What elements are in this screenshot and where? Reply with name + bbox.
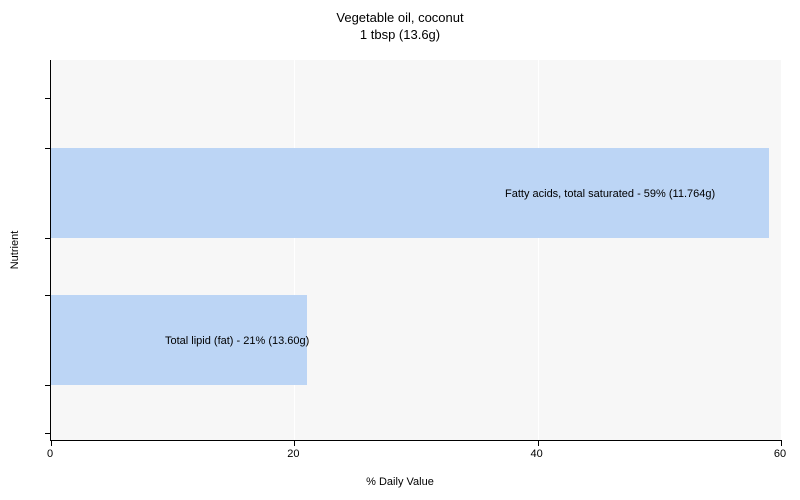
x-tick (538, 440, 539, 446)
gridline (538, 60, 539, 440)
bar-label-saturated-fat: Fatty acids, total saturated - 59% (11.7… (505, 188, 715, 200)
x-axis-label: % Daily Value (0, 476, 800, 488)
x-tick-label: 20 (287, 448, 299, 460)
title-line-2: 1 tbsp (13.6g) (360, 27, 440, 42)
x-tick (294, 440, 295, 446)
x-tick-label: 40 (531, 448, 543, 460)
chart-container: Vegetable oil, coconut 1 tbsp (13.6g) Nu… (0, 0, 800, 500)
y-tick (45, 238, 51, 239)
x-tick-label: 0 (47, 448, 53, 460)
title-line-1: Vegetable oil, coconut (336, 10, 463, 25)
y-tick (45, 385, 51, 386)
bar-label-total-lipid: Total lipid (fat) - 21% (13.60g) (165, 335, 309, 347)
chart-title: Vegetable oil, coconut 1 tbsp (13.6g) (0, 10, 800, 44)
x-tick (781, 440, 782, 446)
y-axis-label: Nutrient (9, 231, 21, 270)
y-tick (45, 433, 51, 434)
y-tick (45, 98, 51, 99)
plot-area: Fatty acids, total saturated - 59% (11.7… (50, 60, 781, 441)
gridline (781, 60, 782, 440)
x-tick (51, 440, 52, 446)
x-tick-label: 60 (774, 448, 786, 460)
